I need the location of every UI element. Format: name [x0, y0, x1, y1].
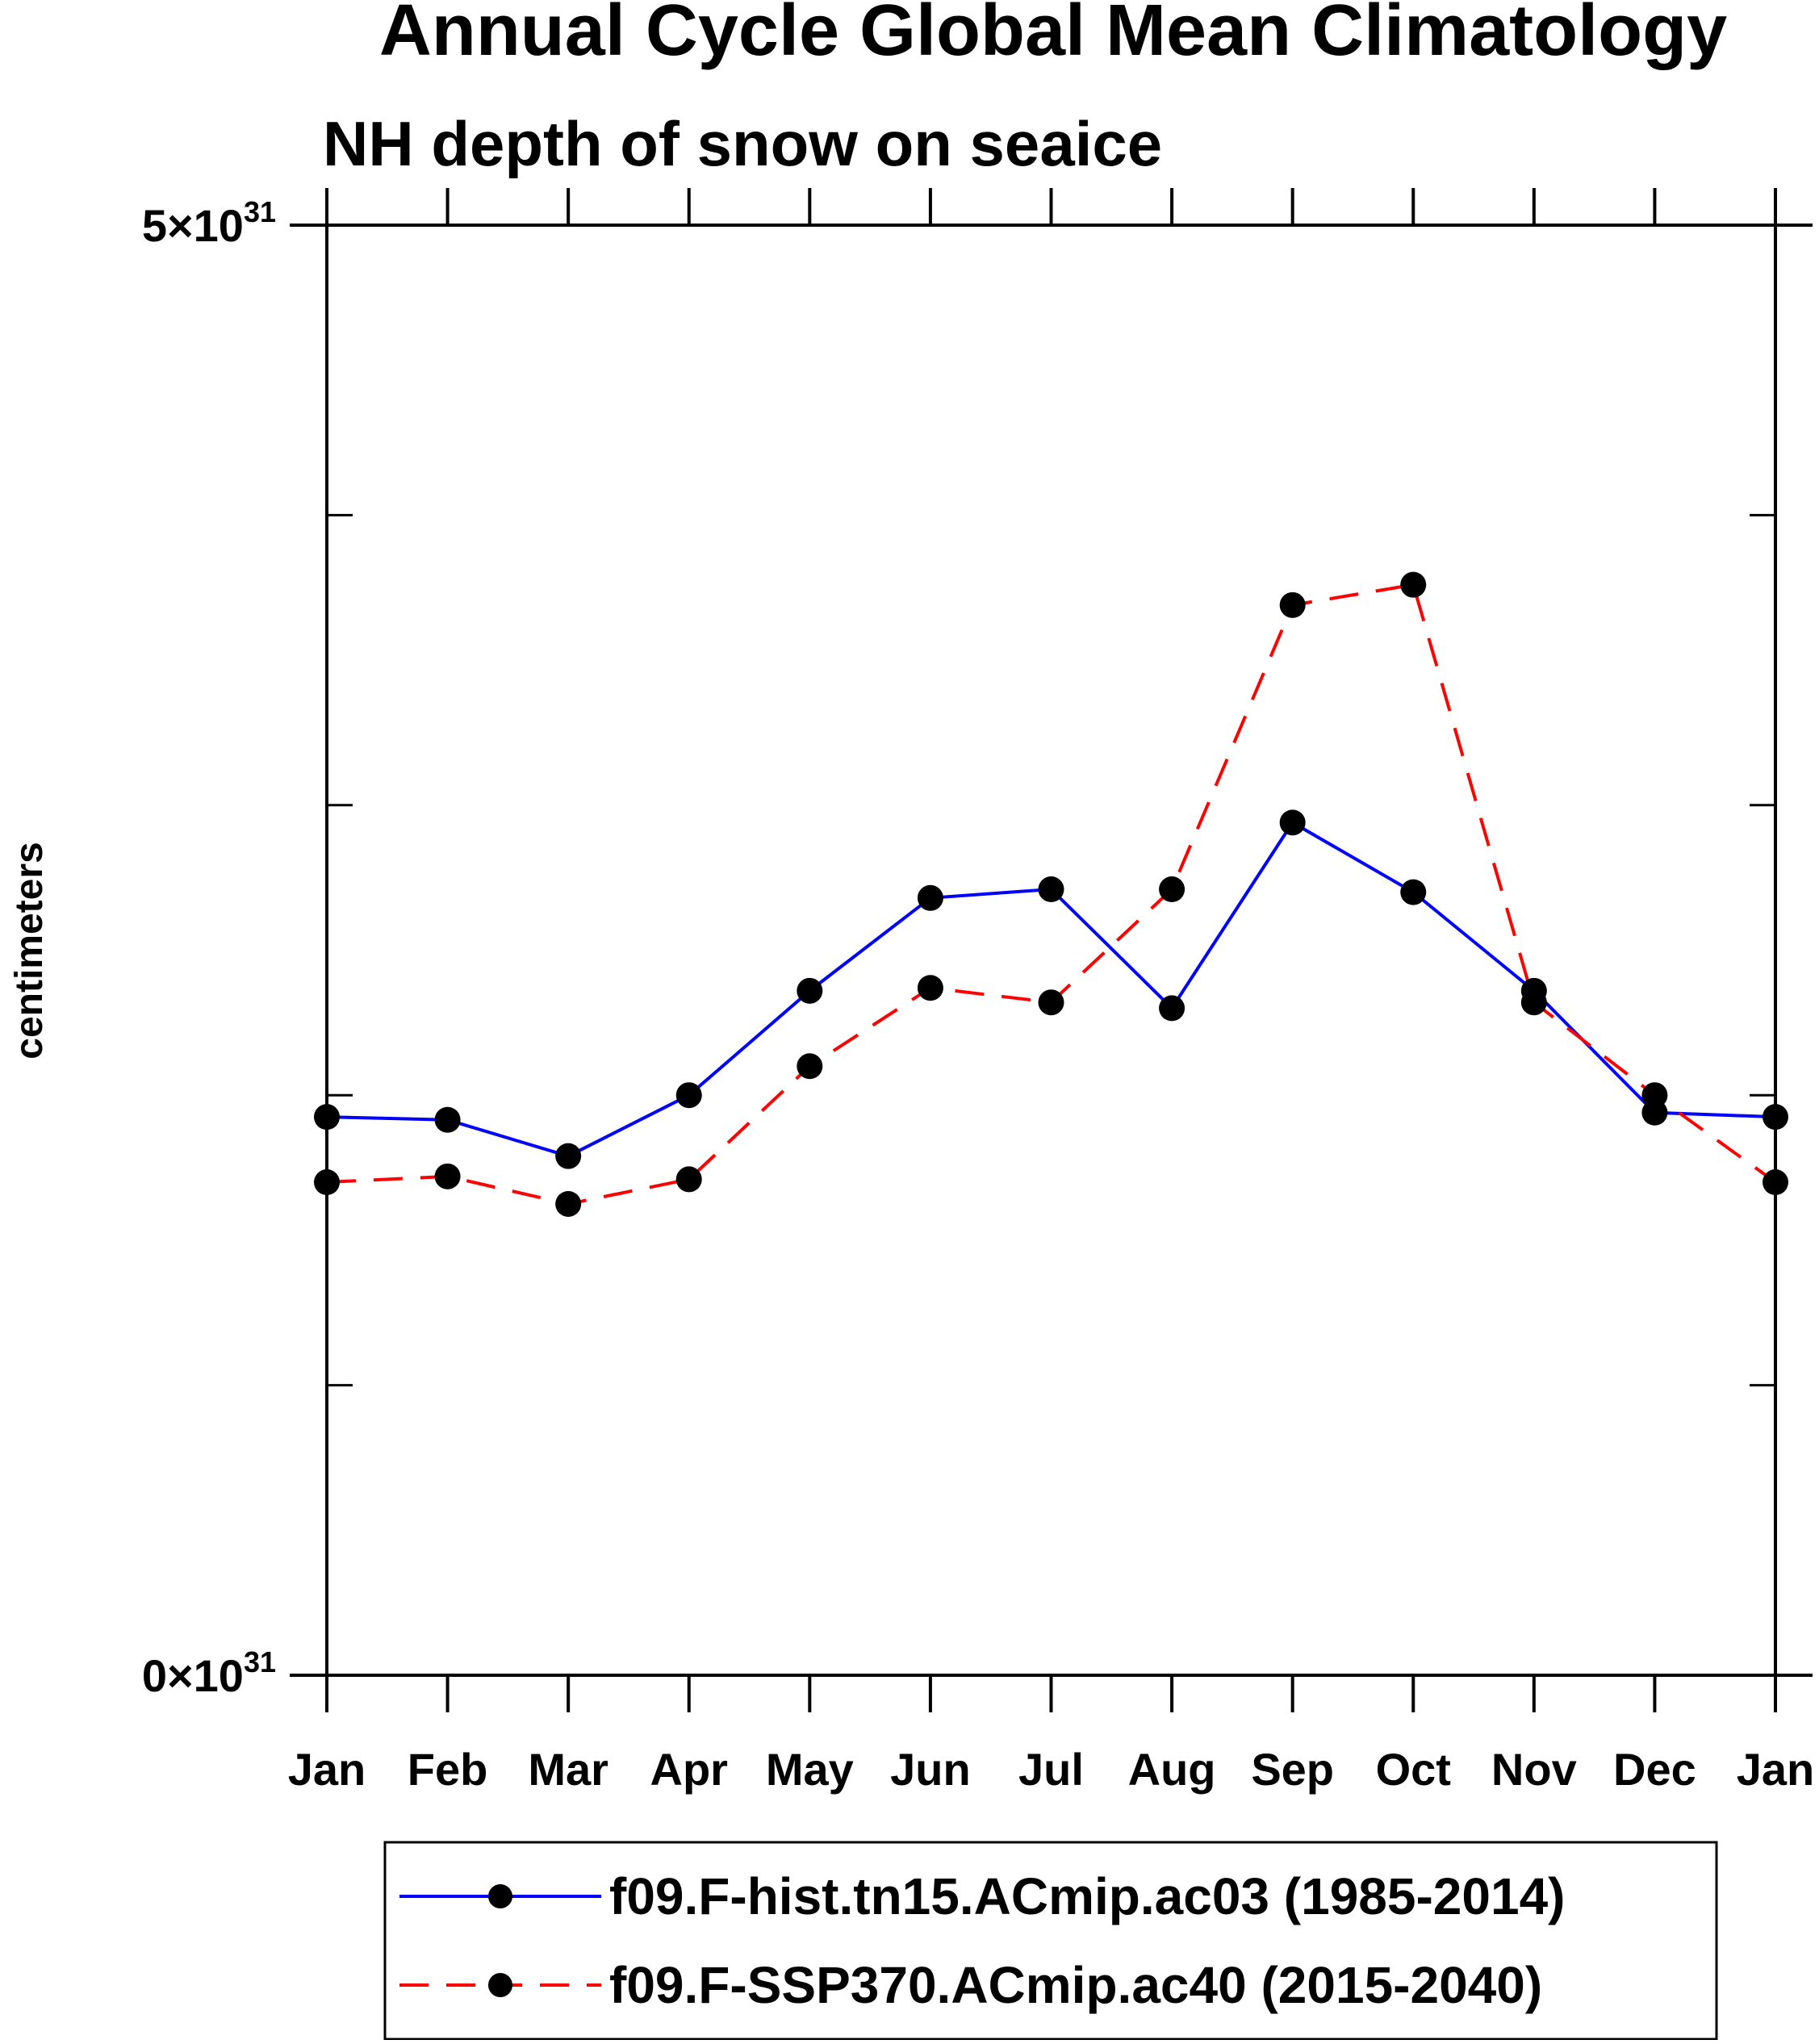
series-0-point [917, 884, 943, 911]
x-tick-label: Aug [1128, 1744, 1216, 1795]
x-tick-label: May [766, 1744, 854, 1795]
series-0-point [1400, 879, 1427, 905]
series-1-point [797, 1053, 823, 1080]
x-tick-label: Jan [288, 1744, 366, 1795]
series-1-point [314, 1169, 340, 1196]
series-0-point [555, 1143, 582, 1169]
x-tick-label: Oct [1376, 1744, 1451, 1795]
x-tick-label: Mar [528, 1744, 608, 1795]
plot-frame [325, 224, 1777, 1677]
legend-marker-ssp [488, 1973, 512, 1997]
series-0-point [1159, 995, 1185, 1022]
series-1-point [1038, 989, 1064, 1016]
x-tick-label: Jan [1737, 1744, 1815, 1795]
y-tick-label: 5×1031 [142, 195, 276, 251]
x-tick-label: Sep [1251, 1744, 1334, 1795]
x-tick-label: Jul [1018, 1744, 1084, 1795]
series-1-point [434, 1163, 461, 1189]
series-1-point [555, 1190, 582, 1217]
series-0-point [1038, 876, 1064, 903]
series-0-point [797, 977, 823, 1004]
series-1-point [917, 975, 943, 1001]
series-1-point [1763, 1169, 1788, 1196]
y-axis-label: centimeters [8, 842, 51, 1059]
x-tick-label: Nov [1491, 1744, 1577, 1795]
legend-label-hist: f09.F-hist.tn15.ACmip.ac03 (1985-2014) [609, 1867, 1565, 1925]
legend: f09.F-hist.tn15.ACmip.ac03 (1985-2014) f… [383, 1841, 1718, 2041]
x-tick-label: Jun [890, 1744, 971, 1795]
series-1-point [1520, 989, 1547, 1016]
legend-label-ssp: f09.F-SSP370.ACmip.ac40 (2015-2040) [609, 1956, 1542, 2014]
legend-box [383, 1841, 1718, 2041]
axes: Jan Feb Mar Apr May Jun Jul Aug Sep Oct Nov Dec Jan0… [142, 188, 1814, 1795]
y-tick-label: 0×1031 [142, 1645, 276, 1701]
series-0-point [314, 1104, 340, 1131]
series-1-point [1400, 571, 1427, 598]
legend-marker-hist [488, 1884, 512, 1908]
series-0-point [675, 1082, 702, 1109]
x-tick-label: Feb [408, 1744, 488, 1795]
series-0-point [434, 1106, 461, 1133]
series-line-0 [326, 820, 1776, 1158]
chart-title: Annual Cycle Global Mean Climatology [379, 0, 1727, 71]
x-tick-label: Apr [650, 1744, 728, 1795]
series-1-point [1279, 591, 1306, 618]
chart-subtitle: NH depth of snow on seaice [323, 108, 1162, 179]
series-1-point [675, 1166, 702, 1193]
series-0-point [1763, 1104, 1788, 1131]
x-tick-label: Dec [1613, 1744, 1696, 1795]
series-layer [314, 571, 1788, 1217]
series-1-point [1159, 876, 1185, 903]
series-0-point [1279, 809, 1306, 836]
series-1-point [1641, 1082, 1668, 1109]
